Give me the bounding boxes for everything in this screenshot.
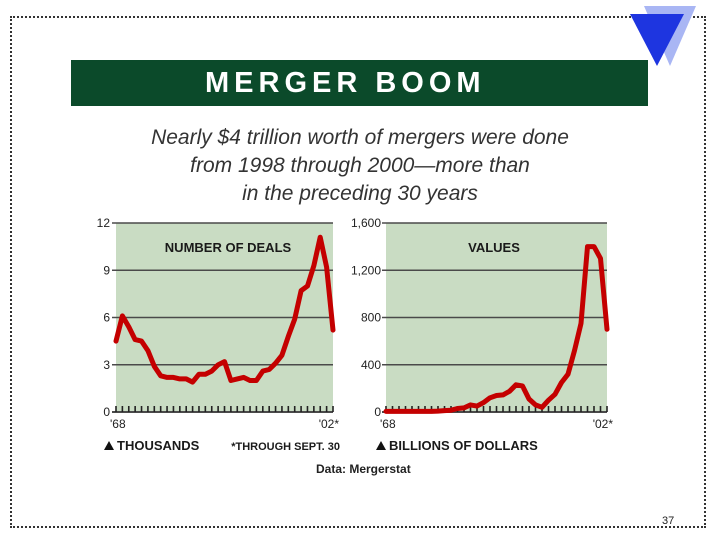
panel-title: NUMBER OF DEALS	[165, 240, 292, 255]
unit-triangle-icon	[104, 441, 114, 450]
unit-label: BILLIONS OF DOLLARS	[389, 438, 538, 453]
y-tick-label: 1,600	[351, 216, 381, 230]
data-source: Data: Mergerstat	[316, 462, 411, 476]
slide-frame	[10, 16, 706, 528]
unit-label: THOUSANDS	[117, 438, 200, 453]
subtitle-line-3: in the preceding 30 years	[242, 182, 478, 205]
x-tick-label: '68	[380, 417, 396, 431]
y-tick-label: 6	[103, 311, 110, 325]
y-tick-label: 0	[103, 405, 110, 419]
y-tick-label: 400	[361, 358, 381, 372]
x-tick-label: '02*	[593, 417, 614, 431]
unit-triangle-icon	[376, 441, 386, 450]
y-tick-label: 1,200	[351, 263, 381, 277]
y-tick-label: 9	[103, 263, 110, 277]
chart-banner-title: MERGER BOOM	[71, 60, 648, 106]
y-tick-label: 0	[374, 405, 381, 419]
y-tick-label: 800	[361, 311, 381, 325]
page-number: 37	[662, 515, 675, 527]
y-tick-label: 12	[97, 216, 111, 230]
chart-subtitle: Nearly $4 trillion worth of mergers were…	[100, 124, 620, 208]
footnote: *THROUGH SEPT. 30	[231, 441, 340, 453]
series-line	[113, 234, 336, 385]
x-tick-label: '02*	[319, 417, 340, 431]
series-line	[383, 244, 610, 414]
panel-title: VALUES	[468, 240, 520, 255]
x-tick-label: '68	[110, 417, 126, 431]
y-tick-label: 3	[103, 358, 110, 372]
subtitle-line-1: Nearly $4 trillion worth of mergers were…	[151, 126, 569, 149]
corner-triangle-icon	[630, 6, 696, 66]
subtitle-line-2: from 1998 through 2000—more than	[190, 154, 530, 177]
